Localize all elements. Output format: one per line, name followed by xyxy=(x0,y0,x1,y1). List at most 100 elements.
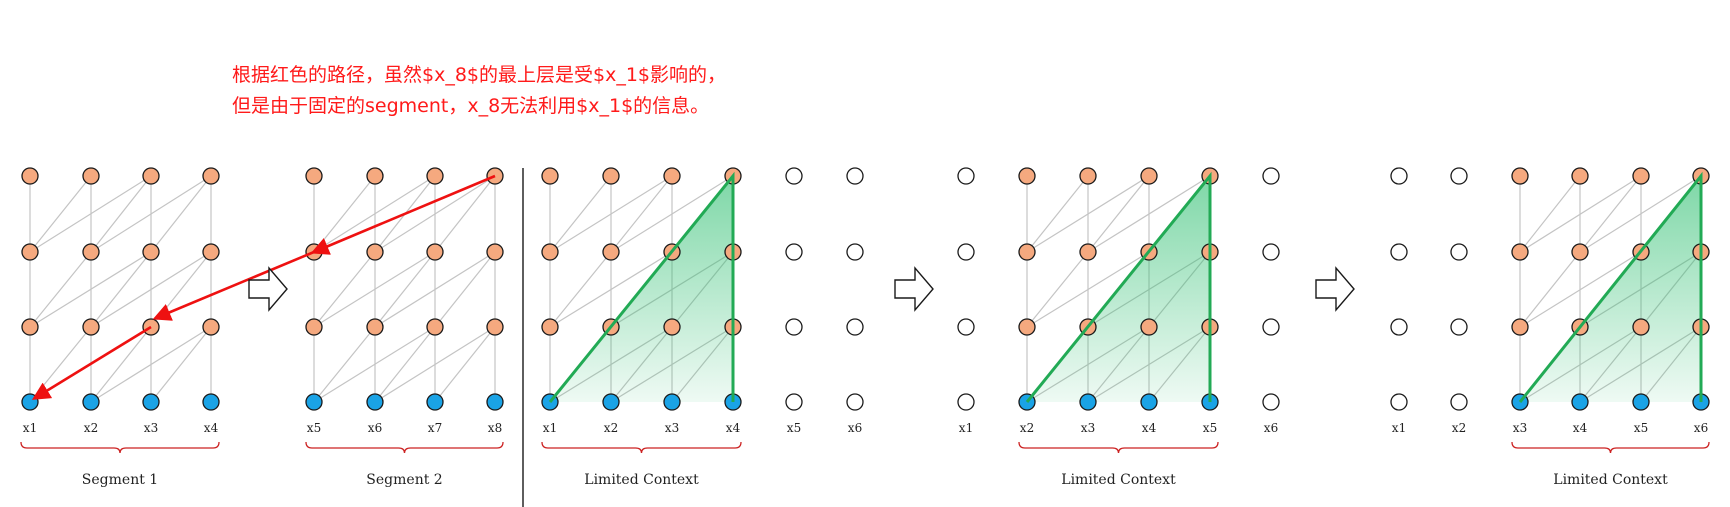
node xyxy=(366,393,384,411)
edge xyxy=(374,326,436,403)
token-label: x6 xyxy=(368,421,382,435)
node xyxy=(426,167,444,185)
node xyxy=(426,243,444,261)
brace xyxy=(1018,441,1219,454)
node xyxy=(1262,393,1280,411)
node xyxy=(1450,167,1468,185)
node xyxy=(846,243,864,261)
token-label: x1 xyxy=(1392,421,1406,435)
node xyxy=(1450,318,1468,336)
edge xyxy=(1087,175,1150,253)
node xyxy=(82,167,100,185)
node xyxy=(82,393,100,411)
node xyxy=(1632,393,1650,411)
token-label: x3 xyxy=(144,421,158,435)
edge xyxy=(90,175,212,253)
edge xyxy=(374,251,496,328)
node xyxy=(1390,393,1408,411)
edge xyxy=(1579,175,1702,253)
annotation-line-2: 但是由于固定的segment，x_8无法利用$x_1$的信息。 xyxy=(232,95,710,117)
node xyxy=(1390,318,1408,336)
token-label: x3 xyxy=(1081,421,1095,435)
edge xyxy=(1519,251,1642,328)
edge xyxy=(313,326,436,403)
context-border xyxy=(1025,171,1212,403)
node xyxy=(82,318,100,336)
node xyxy=(1632,318,1650,336)
edge xyxy=(1026,251,1150,328)
node xyxy=(846,318,864,336)
node xyxy=(1079,393,1097,411)
node xyxy=(541,318,559,336)
arrow-right-icon xyxy=(1315,266,1355,312)
node xyxy=(663,167,681,185)
edge xyxy=(549,175,673,253)
node xyxy=(1079,243,1097,261)
node xyxy=(305,318,323,336)
token-label: x4 xyxy=(726,421,741,435)
node xyxy=(142,243,160,261)
edge xyxy=(313,251,436,328)
token-label: x4 xyxy=(1573,421,1588,435)
token-label: x7 xyxy=(428,421,442,435)
edge xyxy=(313,251,376,328)
edge xyxy=(1087,175,1211,253)
brace xyxy=(541,441,742,454)
node xyxy=(846,167,864,185)
token-label: x5 xyxy=(787,421,801,435)
edge xyxy=(90,326,152,403)
node xyxy=(426,393,444,411)
token-label: x6 xyxy=(848,421,862,435)
token-label: x3 xyxy=(665,421,679,435)
token-label: x5 xyxy=(307,421,321,435)
edge xyxy=(434,175,496,253)
edge xyxy=(1026,251,1089,328)
edge xyxy=(90,326,212,403)
edge xyxy=(549,251,673,328)
node xyxy=(541,167,559,185)
segment-label: Segment 2 xyxy=(366,472,442,488)
edge xyxy=(434,251,496,328)
edge xyxy=(1026,175,1150,253)
node xyxy=(21,167,39,185)
node xyxy=(602,167,620,185)
red-path-arrow xyxy=(31,325,152,400)
context-border xyxy=(1518,171,1703,403)
node xyxy=(366,243,384,261)
edge xyxy=(1579,175,1642,253)
edge xyxy=(29,175,92,253)
token-label: x6 xyxy=(1264,421,1278,435)
node xyxy=(21,243,39,261)
node xyxy=(1511,318,1529,336)
node xyxy=(1262,243,1280,261)
edge xyxy=(374,175,496,253)
edge xyxy=(374,251,436,328)
node xyxy=(1632,167,1650,185)
brace xyxy=(1511,441,1710,454)
node xyxy=(486,243,504,261)
context-border xyxy=(548,171,735,403)
node xyxy=(957,167,975,185)
node xyxy=(1390,167,1408,185)
node xyxy=(663,318,681,336)
node xyxy=(1018,167,1036,185)
node xyxy=(602,393,620,411)
node xyxy=(366,318,384,336)
node xyxy=(1571,167,1589,185)
node xyxy=(1140,393,1158,411)
segment-label: Limited Context xyxy=(1553,472,1668,488)
edge xyxy=(90,175,152,253)
edge xyxy=(549,251,612,328)
edge xyxy=(29,175,152,253)
segment-label: Limited Context xyxy=(584,472,699,488)
edge xyxy=(150,326,212,403)
edge xyxy=(1519,251,1581,328)
edge xyxy=(150,175,212,253)
node xyxy=(305,167,323,185)
red-path-arrow xyxy=(310,174,496,255)
brace xyxy=(305,441,504,454)
node xyxy=(305,393,323,411)
token-label: x1 xyxy=(959,421,973,435)
node xyxy=(785,393,803,411)
node xyxy=(1262,318,1280,336)
